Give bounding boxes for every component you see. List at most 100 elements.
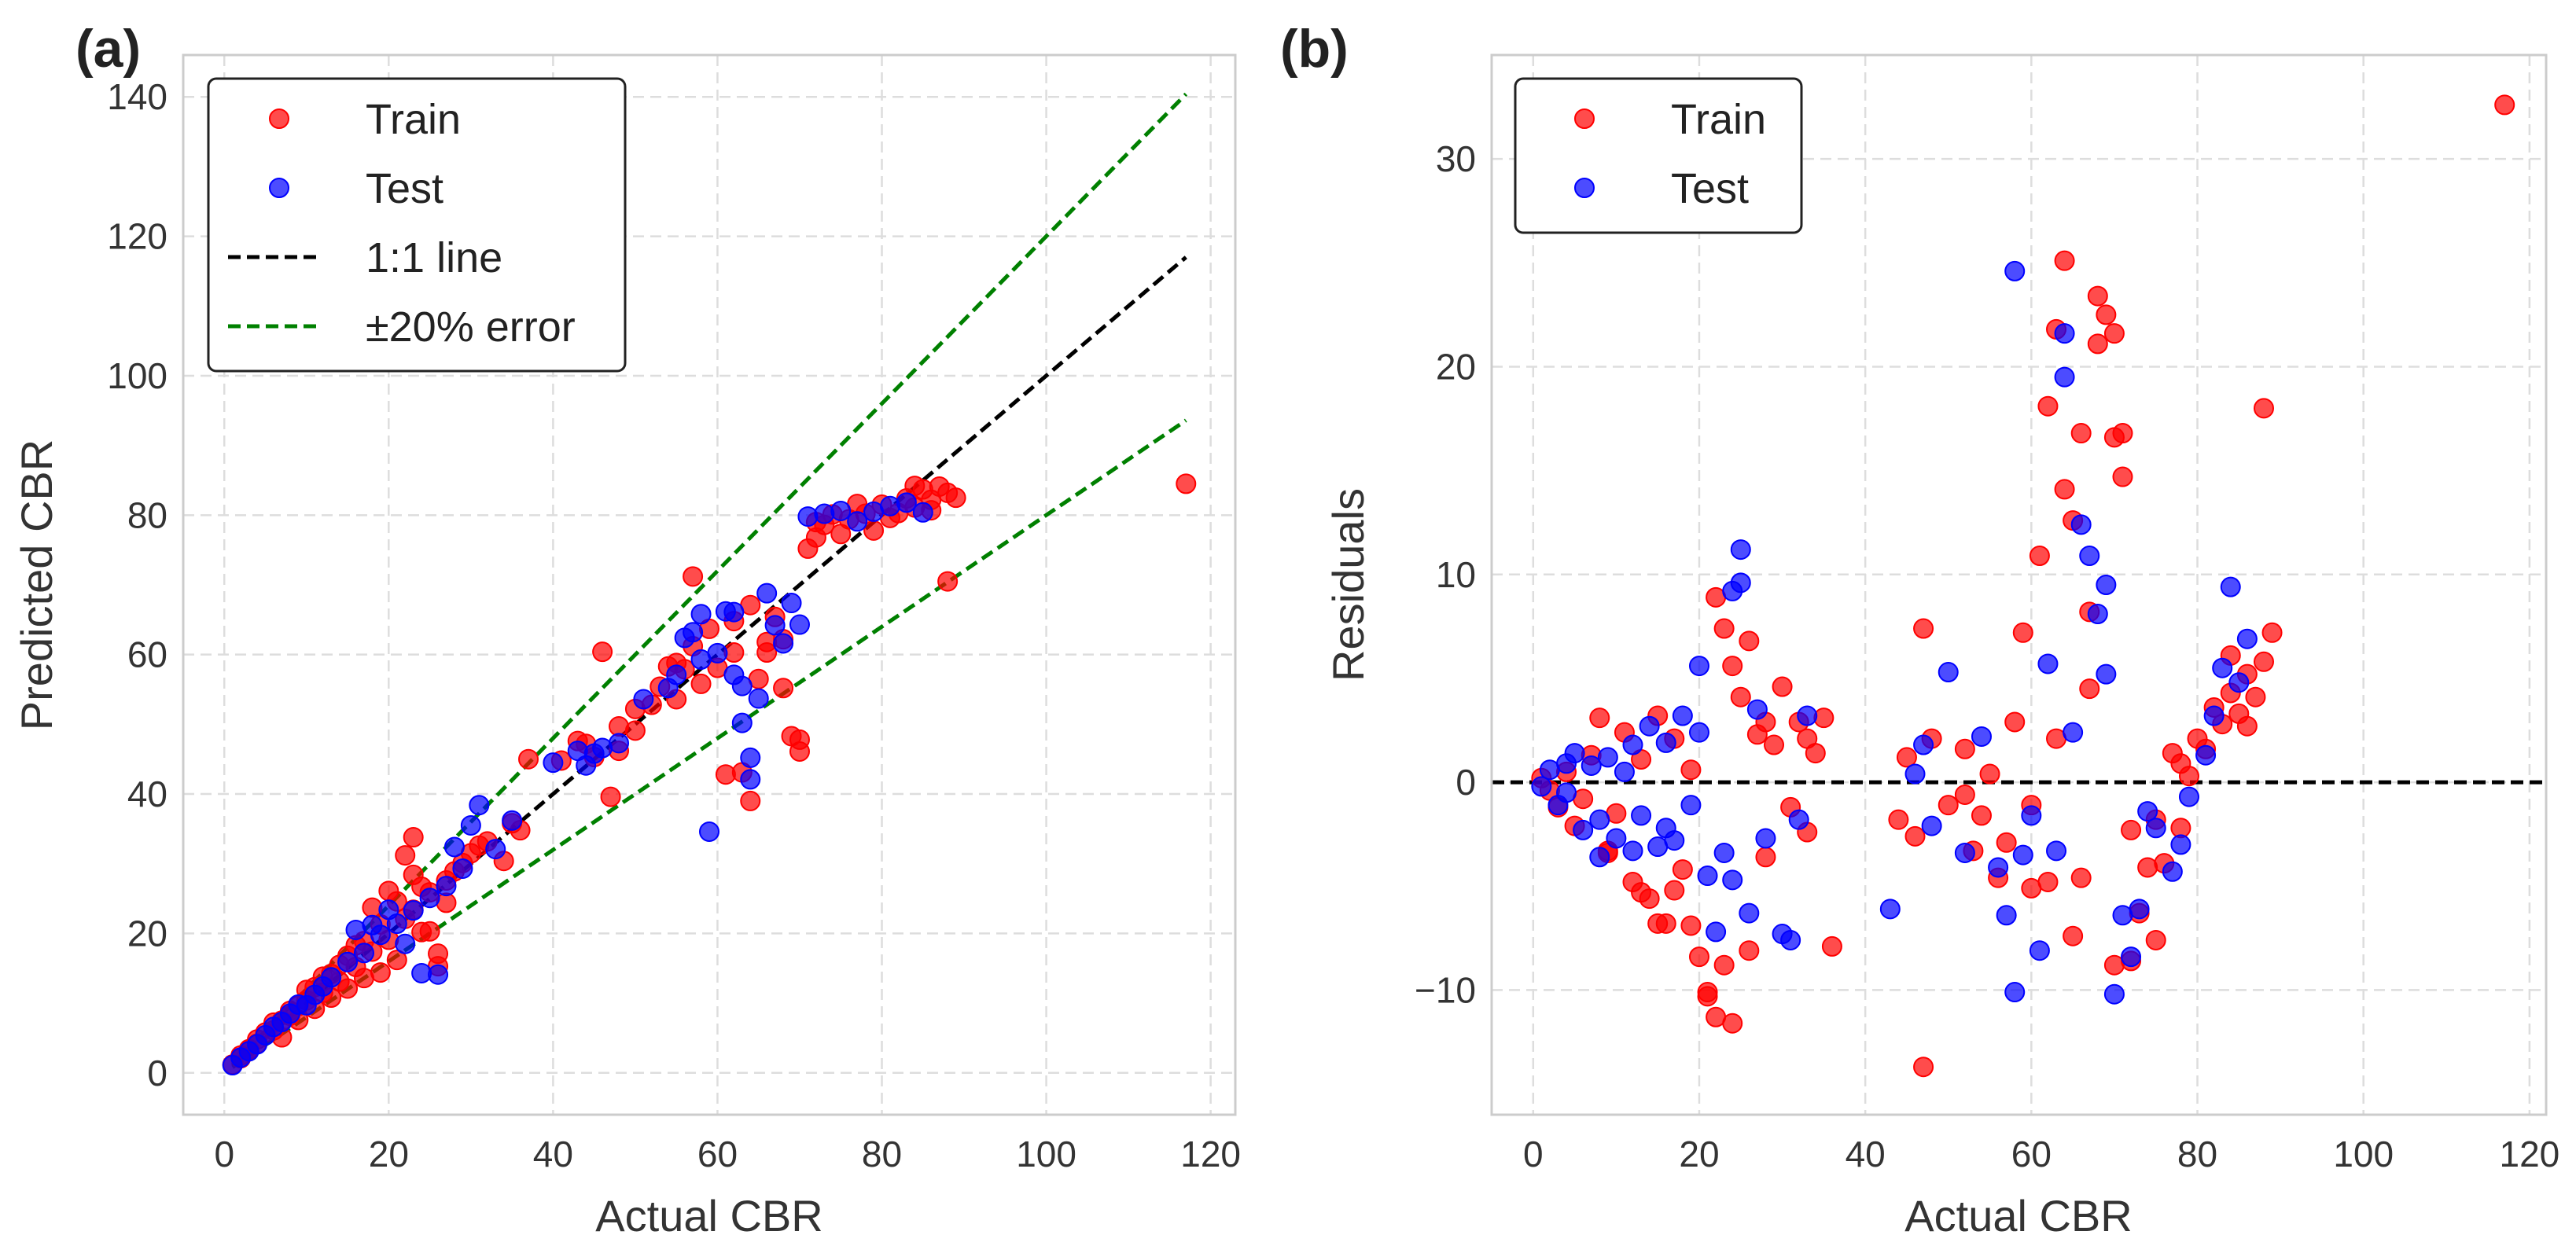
panel-b-ylabel: Residuals xyxy=(1323,488,1373,682)
panel-a-legend-one-to-one-label: 1:1 line xyxy=(366,234,502,281)
panel-b-test-point xyxy=(1564,743,1585,764)
panel-b-test-point xyxy=(1622,840,1643,862)
panel-a-test-point xyxy=(773,633,794,654)
panel-b-train-point xyxy=(1722,656,1743,677)
panel-b-test-point xyxy=(2070,514,2092,535)
panel-b-test-point xyxy=(2087,604,2108,625)
panel-b-train-point xyxy=(2087,285,2108,307)
panel-b-train-point xyxy=(2236,715,2258,737)
panel-a-train-point xyxy=(395,845,416,866)
panel-b-train-point xyxy=(2079,678,2100,700)
panel-a-train-point xyxy=(337,978,359,999)
panel-b-test-point xyxy=(1606,828,1627,849)
panel-a-test-point xyxy=(543,752,564,774)
panel-b-test-point xyxy=(2162,861,2183,882)
panel-b-train-point xyxy=(1688,946,1709,968)
panel-b-train-point xyxy=(2063,925,2084,946)
panel-a-train-point xyxy=(386,950,407,971)
panel-b-test-point xyxy=(2004,260,2026,281)
panel-a-test-point xyxy=(657,678,679,699)
panel-b-test-point xyxy=(2054,366,2075,388)
panel-a-test-point xyxy=(230,1047,252,1068)
panel-b-train-point xyxy=(2170,753,2191,774)
panel-a-ytick-label: 140 xyxy=(107,76,167,117)
panel-a-xtick-label: 40 xyxy=(533,1134,573,1174)
panel-a-xtick-label: 100 xyxy=(1016,1134,1076,1174)
panel-b-train-point xyxy=(1996,832,2017,853)
panel-b-test-point xyxy=(1739,902,1760,924)
panel-a-test-point xyxy=(452,858,473,879)
panel-b-legend-test-marker xyxy=(1574,178,1595,198)
panel-a-test-point xyxy=(428,964,449,985)
panel-b-train-point xyxy=(1713,954,1735,976)
panel-a-xtick-label: 120 xyxy=(1180,1134,1241,1174)
panel-a-test-point xyxy=(485,839,506,860)
panel-b-train-point xyxy=(1713,618,1735,639)
panel-b-legend: Train Test xyxy=(1514,77,1803,234)
panel-b-xtick-label: 0 xyxy=(1523,1134,1544,1174)
panel-b-train-point xyxy=(1589,708,1610,729)
panel-b-test-point xyxy=(2145,818,2166,839)
panel-a-test-point xyxy=(576,755,597,776)
panel-b-train-point xyxy=(1772,676,1793,697)
panel-a-train-point xyxy=(378,880,399,902)
panel-b-train-point xyxy=(2054,250,2075,271)
panel-b-test-point xyxy=(2236,628,2258,649)
panel-a-test-point xyxy=(312,976,333,997)
panel-a-legend: Train Test 1:1 line ±20% error xyxy=(207,77,627,373)
panel-a-test-point xyxy=(674,627,695,649)
panel-b-test-point xyxy=(1954,842,1975,863)
panel-b-test-point xyxy=(1988,857,2009,878)
panel-b-test-points xyxy=(1531,260,2258,1005)
panel-b-test-point xyxy=(2004,982,2026,1003)
panel-b-train-point xyxy=(2137,857,2158,878)
panel-b-test-point xyxy=(2170,834,2191,855)
panel-b-test-point xyxy=(1904,763,1926,785)
panel-a-train-point xyxy=(789,729,810,750)
panel-b-train-point xyxy=(2054,479,2075,500)
panel-a-train-point xyxy=(740,790,761,811)
panel-a-test-point xyxy=(395,933,416,954)
panel-b: (b) 0 20 40 60 80 100 120 −10 0 10 20 30 Actual CBR… xyxy=(1280,19,2559,1240)
panel-b-train-point xyxy=(1954,738,1975,759)
panel-b-label: (b) xyxy=(1280,19,1349,79)
panel-b-test-point xyxy=(1581,755,1602,776)
panel-b-train-point xyxy=(2121,819,2142,840)
panel-b-legend-train-label: Train xyxy=(1671,96,1766,143)
panel-b-test-point xyxy=(2037,653,2059,674)
panel-b-train-point xyxy=(1821,935,1842,957)
panel-a-test-point xyxy=(469,795,490,816)
panel-b-test-point xyxy=(1913,734,1934,755)
panel-b-legend-test-label: Test xyxy=(1671,165,1749,212)
panel-b-train-point xyxy=(2096,304,2117,325)
panel-a-train-point xyxy=(937,571,959,592)
panel-a-legend-train-marker xyxy=(269,108,289,129)
panel-b-xtick-label: 40 xyxy=(1846,1134,1886,1174)
panel-a-train-point xyxy=(773,678,794,699)
panel-b-test-point xyxy=(1921,815,1942,836)
panel-b-train-point xyxy=(2070,423,2092,444)
panel-b-train-point xyxy=(1938,795,1959,816)
panel-a-train-point xyxy=(683,566,704,587)
panel-b-train-point xyxy=(2112,466,2133,487)
panel-b-train-point xyxy=(1888,809,1909,830)
panel-a-train-point xyxy=(904,476,926,497)
panel-a-xtick-label: 80 xyxy=(862,1134,902,1174)
panel-a-test-point xyxy=(699,821,719,842)
panel-b-test-point xyxy=(1788,809,1809,830)
panel-b-train-point xyxy=(1739,630,1760,652)
panel-b-train-point xyxy=(1664,880,1685,901)
panel-b-train-point xyxy=(2145,929,2166,950)
panel-b-train-point xyxy=(2253,398,2274,419)
panel-a: (a) 0 20 40 60 80 100 120 0 20 40 60 80 100 120 140 Ac… xyxy=(12,19,1241,1240)
panel-b-train-point xyxy=(2070,867,2092,888)
panel-a-test-point xyxy=(781,593,802,614)
panel-a-test-point xyxy=(460,814,481,836)
panel-a-test-point xyxy=(443,836,465,858)
panel-b-frame xyxy=(1490,53,2548,1116)
panel-a-test-point xyxy=(690,649,712,670)
panel-a-ytick-label: 60 xyxy=(127,634,167,675)
panel-b-train-point xyxy=(2037,395,2059,417)
panel-a-ytick-label: 80 xyxy=(127,494,167,535)
